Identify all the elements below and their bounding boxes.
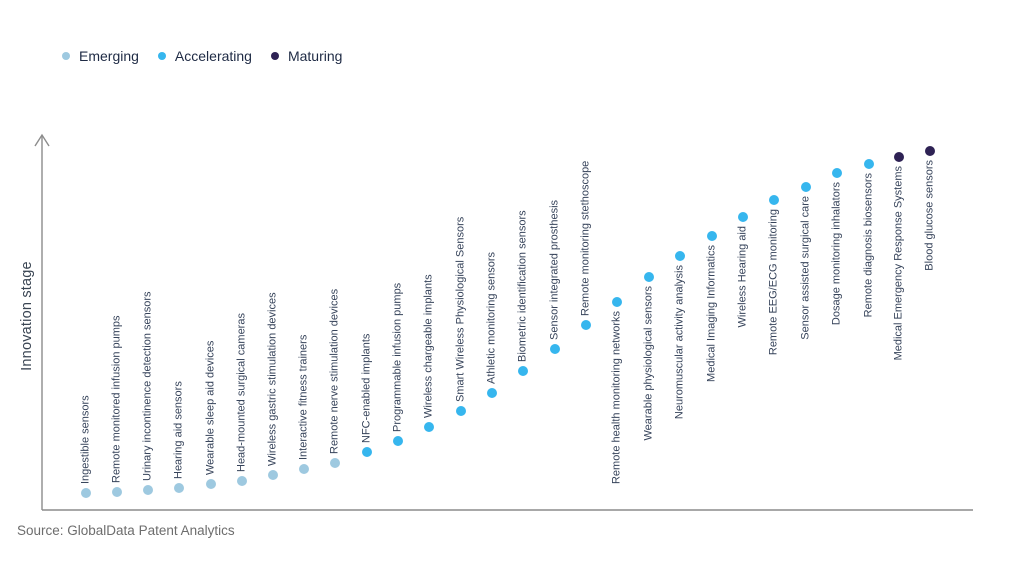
data-point-label: Smart Wireless Physiological Sensors [454, 216, 467, 402]
data-point-label: Urinary incontinence detection sensors [141, 291, 154, 481]
data-point-dot [393, 436, 403, 446]
data-point-dot [864, 159, 874, 169]
data-point-dot [174, 483, 184, 493]
data-point-label: Wireless chargeable implants [422, 274, 435, 418]
data-point-label: Wireless gastric stimulation devices [266, 292, 279, 466]
data-point-label: Remote monitoring stethoscope [579, 160, 592, 316]
data-point-dot [894, 152, 904, 162]
data-point-label: Programmable infusion pumps [391, 282, 404, 432]
data-point-dot [675, 251, 685, 261]
data-point-dot [456, 406, 466, 416]
data-point-label: Neuromuscular activity analysis [673, 265, 686, 420]
data-point-label: Remote health monitoring networks [610, 311, 623, 485]
data-point-dot [612, 297, 622, 307]
data-point-label: Ingestible sensors [79, 395, 92, 484]
data-point-label: Wearable sleep aid devices [204, 340, 217, 475]
data-point-label: Remote diagnosis biosensors [862, 173, 875, 318]
data-point-dot [550, 344, 560, 354]
legend-label: Accelerating [174, 48, 252, 64]
data-point-dot [112, 487, 122, 497]
data-point-label: Sensor integrated prosthesis [548, 199, 561, 340]
data-point-dot [707, 231, 717, 241]
data-point-dot [738, 212, 748, 222]
data-point-dot [801, 182, 811, 192]
data-point-label: NFC-enabled implants [360, 333, 373, 443]
y-axis-title: Innovation stage [19, 261, 35, 371]
legend-dot-icon [157, 52, 166, 60]
data-point-dot [362, 447, 372, 457]
data-point-label: Remote EEG/ECG monitoring [767, 209, 780, 356]
data-point-dot [424, 422, 434, 432]
data-point-label: Head-mounted surgical cameras [235, 313, 248, 472]
data-point-label: Dosage monitoring inhalators [830, 182, 843, 326]
data-point-label: Wearable physiological sensors [642, 286, 655, 441]
data-point-label: Wireless Hearing aid [736, 226, 749, 328]
data-point-dot [237, 476, 247, 486]
data-point-label: Remote nerve stimulation devices [328, 288, 341, 454]
legend-label: Emerging [79, 48, 139, 64]
data-point-label: Blood glucose sensors [923, 160, 936, 271]
legend-item-emerging: Emerging [62, 48, 139, 64]
legend-dot-icon [270, 52, 279, 60]
data-point-label: Medical Emergency Response Systems [892, 166, 905, 361]
data-point-dot [644, 272, 654, 282]
source-caption: Source: GlobalData Patent Analytics [17, 523, 235, 538]
data-point-dot [518, 366, 528, 376]
y-axis-arrow-icon [34, 133, 50, 147]
data-point-dot [769, 195, 779, 205]
data-point-dot [143, 485, 153, 495]
legend: Emerging Accelerating Maturing [62, 48, 342, 64]
data-point-dot [81, 488, 91, 498]
data-point-label: Athletic monitoring sensors [485, 251, 498, 384]
legend-item-maturing: Maturing [270, 48, 343, 64]
data-point-label: Biometric identification sensors [516, 210, 529, 362]
data-point-dot [206, 479, 216, 489]
data-point-dot [268, 470, 278, 480]
data-point-label: Hearing aid sensors [172, 381, 185, 479]
data-point-dot [299, 464, 309, 474]
data-point-dot [832, 168, 842, 178]
data-point-dot [925, 146, 935, 156]
data-point-label: Sensor assisted surgical care [799, 196, 812, 340]
data-point-label: Medical Imaging Informatics [705, 245, 718, 382]
legend-dot-icon [62, 52, 70, 60]
legend-item-accelerating: Accelerating [157, 48, 252, 64]
data-point-dot [330, 458, 340, 468]
data-point-dot [487, 388, 497, 398]
legend-label: Maturing [287, 48, 343, 64]
data-point-dot [581, 320, 591, 330]
data-point-label: Interactive fitness trainers [297, 334, 310, 460]
data-point-label: Remote monitored infusion pumps [110, 315, 123, 483]
